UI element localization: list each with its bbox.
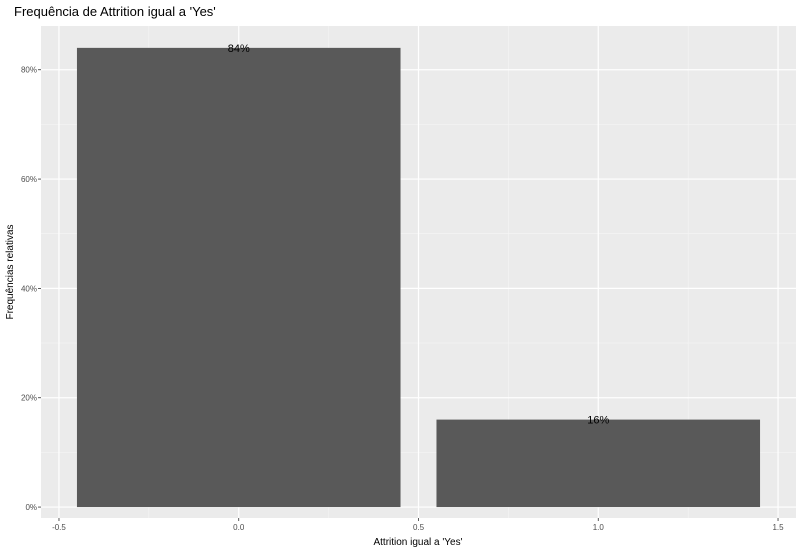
y-axis-title: Frequências relativas xyxy=(5,224,16,319)
chart-title: Frequência de Attrition igual a 'Yes' xyxy=(14,4,216,19)
x-tick-label: -0.5 xyxy=(52,523,66,532)
x-tick-label: 1.0 xyxy=(593,523,605,532)
x-axis-title: Attrition igual a 'Yes' xyxy=(373,537,462,548)
bar-0 xyxy=(76,47,401,508)
y-tick-label: 60% xyxy=(21,175,37,184)
y-axis: 0% 20% 40% 60% 80% xyxy=(21,66,41,512)
x-axis: -0.5 0.0 0.5 1.0 1.5 xyxy=(52,518,784,532)
data-label-0: 84% xyxy=(228,43,250,55)
x-tick-label: 0.0 xyxy=(233,523,245,532)
data-labels: 84% 16% xyxy=(228,43,610,427)
bars xyxy=(76,47,761,508)
x-tick-label: 1.5 xyxy=(772,523,784,532)
y-tick-label: 40% xyxy=(21,284,37,293)
x-tick-label: 0.5 xyxy=(413,523,425,532)
bar-1 xyxy=(436,419,761,508)
y-tick-label: 20% xyxy=(21,394,37,403)
data-label-1: 16% xyxy=(587,415,609,427)
y-tick-label: 0% xyxy=(25,503,37,512)
y-tick-label: 80% xyxy=(21,66,37,75)
